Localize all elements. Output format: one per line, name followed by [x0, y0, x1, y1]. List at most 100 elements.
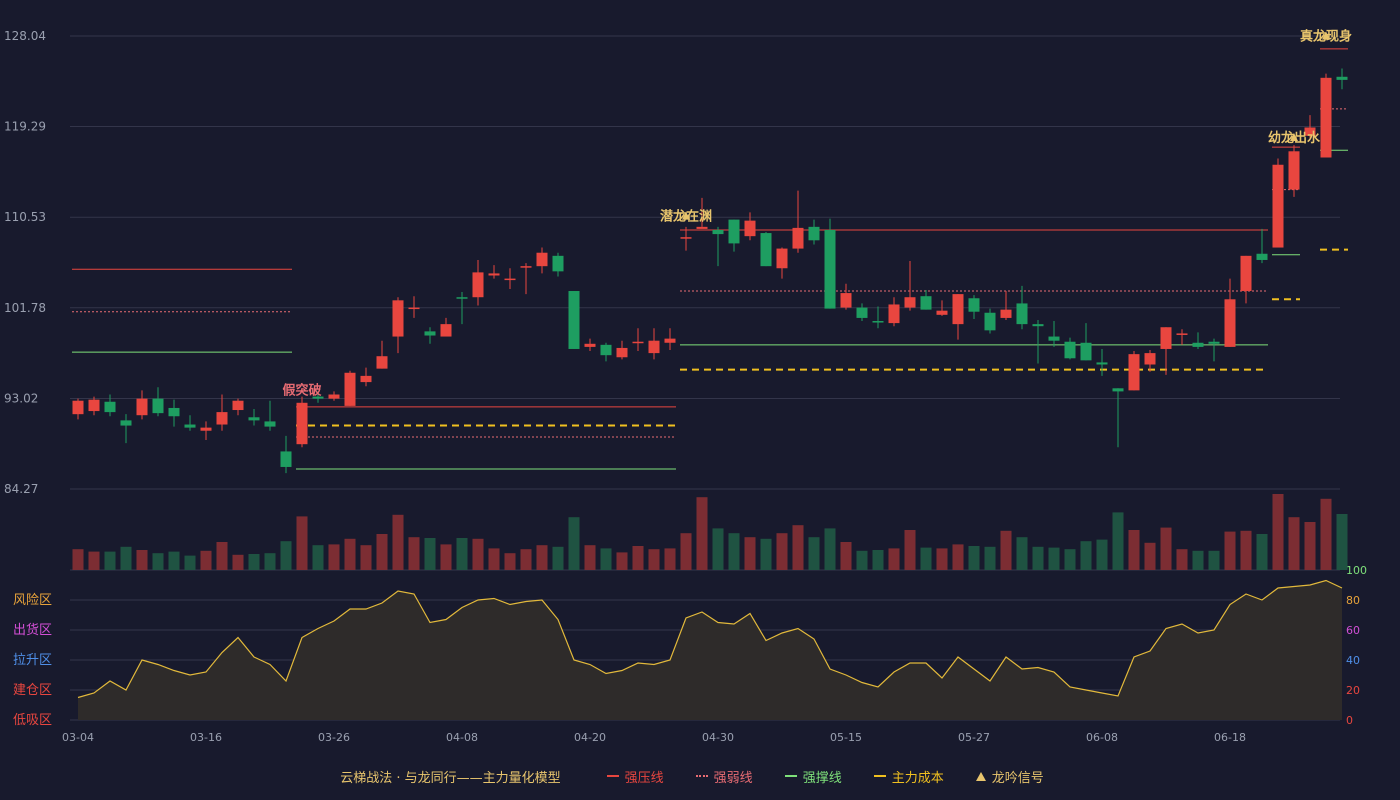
candle-body [408, 307, 420, 310]
candle-body [856, 307, 868, 318]
volume-bar [248, 554, 260, 570]
volume-bar [136, 550, 148, 570]
candle-body [936, 310, 948, 315]
volume-bar [408, 537, 420, 570]
volume-bar [872, 550, 884, 570]
candle-body [248, 417, 260, 421]
indicator-tick-label: 40 [1346, 654, 1360, 667]
legend-item-main-cost[interactable]: 主力成本 [873, 767, 944, 786]
volume-bar [680, 533, 692, 570]
indicator-tick-label: 60 [1346, 624, 1360, 637]
candle-body [72, 400, 84, 415]
candle-body [600, 344, 612, 356]
volume-bar [648, 549, 660, 570]
candle-body [1112, 388, 1124, 392]
candle-body [328, 394, 340, 399]
candlesticks [72, 68, 1348, 474]
legend-label: 强压线 [624, 770, 664, 786]
volume-bar [488, 548, 500, 570]
candle-body [616, 347, 628, 358]
candle-body [136, 398, 148, 416]
volume-bar [1176, 549, 1188, 570]
candle-body [296, 402, 308, 445]
candle-body [1336, 76, 1348, 80]
volume-bar [824, 528, 836, 570]
volume-bar [120, 546, 132, 570]
volume-bar [216, 542, 228, 570]
date-tick-label: 04-20 [574, 731, 606, 744]
volume-bar [1208, 550, 1220, 570]
candle-body [488, 273, 500, 276]
volume-bar [472, 538, 484, 570]
volume-bar [200, 550, 212, 570]
legend-item-signal[interactable]: 龙吟信号 [975, 767, 1044, 786]
price-tick-label: 110.53 [4, 210, 46, 224]
date-tick-label: 05-27 [958, 731, 990, 744]
candle-body [344, 372, 356, 406]
date-tick-label: 03-26 [318, 731, 350, 744]
volume-bar [1336, 514, 1348, 570]
candle-body [392, 300, 404, 337]
candle-body [104, 401, 116, 413]
candle-body [232, 400, 244, 411]
volume-bar [584, 545, 596, 570]
candle-body [552, 255, 564, 272]
candle-body [696, 226, 708, 229]
candle-body [1000, 309, 1012, 318]
volume-bar [712, 528, 724, 570]
volume-bar [1320, 498, 1332, 570]
volume-bar [904, 530, 916, 570]
date-tick-label: 05-15 [830, 731, 862, 744]
indicator-tick-label: 80 [1346, 594, 1360, 607]
signal-triangle [1322, 31, 1330, 40]
indicator-tick-label: 0 [1346, 714, 1353, 727]
indicator-area [77, 579, 1343, 720]
candle-body [776, 248, 788, 269]
volume-bar [1256, 534, 1268, 570]
candle-body [840, 293, 852, 308]
legend-item-strong-pressure[interactable]: 强压线 [606, 767, 664, 786]
volume-bar [744, 537, 756, 570]
volume-bar [376, 534, 388, 570]
date-tick-label: 04-08 [446, 731, 478, 744]
candle-body [648, 340, 660, 354]
candle-body [1320, 77, 1332, 158]
candle-body [1032, 324, 1044, 327]
volume-bar [616, 552, 628, 570]
date-tick-label: 04-30 [702, 731, 734, 744]
candle-body [440, 324, 452, 337]
candle-body [1176, 333, 1188, 335]
legend-item-strong-weak[interactable]: 强弱线 [695, 767, 753, 786]
candle-body [808, 226, 820, 241]
candle-body [168, 407, 180, 417]
legend-swatch [695, 775, 708, 777]
legend-item-strong-support[interactable]: 强撑线 [784, 767, 842, 786]
candle-body [1272, 164, 1284, 248]
legend-label: 强撑线 [802, 770, 842, 786]
candle-body [184, 424, 196, 428]
candle-body [680, 237, 692, 239]
volume-bar [152, 553, 164, 570]
legend-title: 云梯战法 · 与龙同行——主力量化模型 [340, 770, 561, 786]
volume-bar [312, 545, 324, 570]
triangle-icon [975, 771, 986, 781]
candle-body [984, 312, 996, 331]
candle-body [88, 399, 100, 412]
volume-bar [536, 545, 548, 570]
volume-bar [104, 551, 116, 570]
indicator-fill [78, 580, 1342, 720]
volume-bar [696, 497, 708, 570]
candle-body [312, 396, 324, 399]
candle-body [760, 233, 772, 267]
candle-body [152, 398, 164, 414]
candle-body [888, 304, 900, 324]
candle-body [568, 291, 580, 349]
candle-body [872, 321, 884, 323]
candle-body [664, 338, 676, 343]
price-tick-label: 93.02 [4, 391, 38, 405]
volume-bar [1064, 549, 1076, 570]
candle-body [712, 229, 724, 235]
volume-bar [1016, 537, 1028, 570]
candle-body [1048, 336, 1060, 341]
